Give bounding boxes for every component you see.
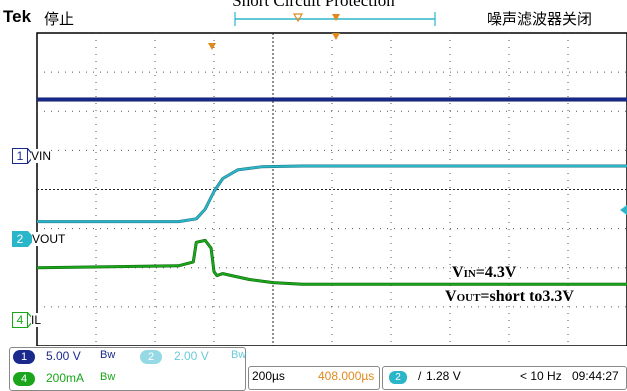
trigger-level: 1.28 V: [426, 369, 461, 383]
channel-marker-vin[interactable]: 1 VIN: [12, 147, 52, 165]
horizontal-position: 408.000µs: [318, 369, 375, 383]
channel-marker-il[interactable]: 4 IL: [12, 311, 42, 329]
channel-label-vin: VIN: [31, 149, 52, 163]
trigger-frequency: < 10 Hz: [520, 369, 562, 383]
trigger-slope-icon: /: [418, 369, 422, 383]
record-bar: [234, 12, 436, 26]
annotation-vin: VIN=4.3V: [452, 264, 517, 281]
ch1-bandwidth-icon: Bw: [100, 349, 116, 361]
ch2-bandwidth-icon: Bw: [231, 349, 247, 361]
trace-shadow-vout: [37, 164, 627, 224]
ch4-bandwidth-icon: Bw: [100, 371, 116, 383]
channel-number-4: 4: [12, 312, 28, 328]
clock-time: 09:44:27: [572, 369, 619, 383]
trace-il: [36, 239, 627, 286]
trace-vout: [37, 165, 627, 223]
trigger-level-marker: [620, 205, 627, 215]
ch4-scale: 200mA: [46, 371, 85, 385]
status-bar: 1 5.00 V Bw 2 2.00 V Bw 4 200mA Bw 200µs…: [0, 346, 627, 391]
ch2-scale: 2.00 V: [174, 349, 209, 363]
channel-number-2: 2: [12, 231, 28, 247]
trigger-source-badge: 2: [389, 371, 407, 384]
trace-shadow-il: [36, 238, 627, 286]
annotation-vout: VOUT=short to3.3V: [445, 288, 574, 305]
brand-label: Tek: [3, 7, 32, 26]
channel-marker-vout[interactable]: 2 VOUT: [12, 230, 66, 248]
run-state-label: 停止: [44, 11, 75, 28]
channel-number-1: 1: [12, 148, 28, 164]
channel-label-il: IL: [31, 313, 42, 327]
trigger-position-marker: [332, 33, 340, 40]
noise-filter-label: 噪声滤波器关闭: [487, 11, 593, 28]
channel-label-vout: VOUT: [32, 232, 66, 246]
channel-scale-panel[interactable]: [9, 347, 246, 391]
trigger-marker-top: [208, 43, 216, 50]
ch2-badge: 2: [140, 350, 162, 364]
figure-title: Short Circuit Protection: [232, 0, 395, 10]
ch1-scale: 5.00 V: [46, 349, 81, 363]
ch4-badge: 4: [13, 372, 35, 386]
ch1-badge: 1: [13, 350, 35, 364]
traces: [36, 97, 627, 286]
timebase-scale: 200µs: [252, 369, 285, 383]
